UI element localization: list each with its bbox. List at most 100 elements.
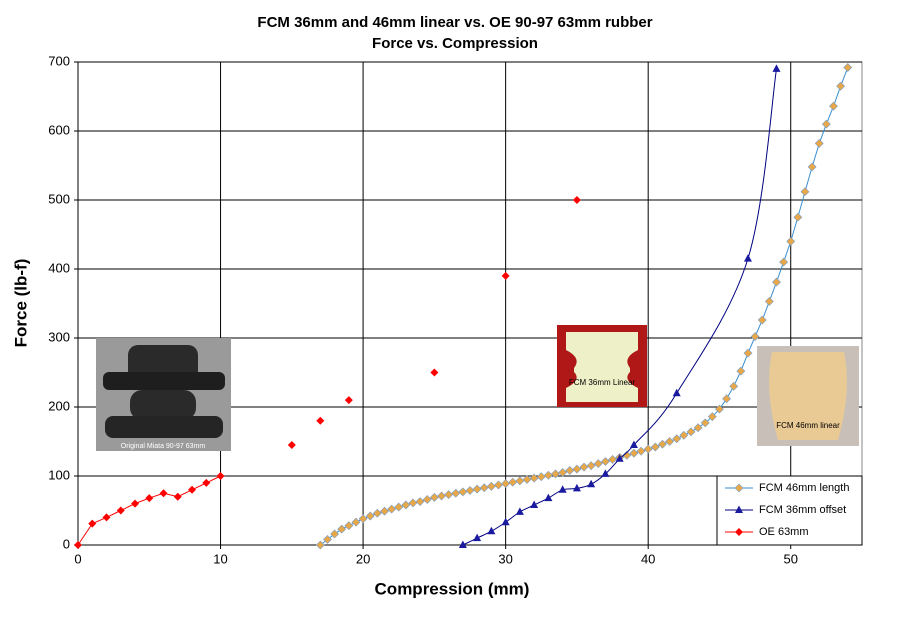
- marker: [565, 466, 575, 475]
- marker: [501, 517, 510, 526]
- marker: [401, 500, 411, 510]
- marker: [665, 437, 674, 446]
- y-tick-label: 0: [63, 536, 70, 551]
- marker: [529, 473, 539, 483]
- legend-label: FCM 46mm length: [759, 482, 849, 494]
- marker: [793, 212, 803, 222]
- photo-label: Original Miata 90-97 63mm: [121, 443, 206, 450]
- legend-label: FCM 36mm offset: [759, 504, 846, 516]
- y-tick-label: 100: [48, 467, 70, 482]
- x-tick-label: 10: [213, 551, 227, 566]
- photo-oe: Original Miata 90-97 63mm: [96, 338, 231, 451]
- marker: [315, 540, 325, 550]
- marker: [522, 475, 532, 484]
- marker: [372, 508, 382, 518]
- marker: [365, 511, 375, 521]
- photo-shape: [103, 372, 225, 390]
- photo-shape: [769, 352, 847, 440]
- marker: [722, 394, 732, 404]
- marker: [316, 416, 325, 425]
- marker: [807, 162, 817, 172]
- marker: [672, 434, 682, 444]
- y-tick-label: 500: [48, 191, 70, 206]
- marker: [358, 514, 368, 524]
- marker: [772, 277, 781, 287]
- marker: [287, 440, 296, 449]
- marker: [473, 533, 482, 542]
- marker: [636, 446, 646, 456]
- marker: [707, 412, 717, 422]
- marker: [608, 455, 617, 464]
- legend-marker: [735, 528, 743, 536]
- marker: [159, 489, 168, 498]
- marker: [437, 491, 446, 501]
- marker: [579, 462, 589, 472]
- marker: [131, 499, 140, 508]
- marker: [736, 366, 746, 376]
- marker: [408, 498, 418, 508]
- marker: [601, 469, 610, 477]
- y-tick-label: 600: [48, 122, 70, 137]
- y-tick-label: 400: [48, 260, 70, 275]
- marker: [387, 504, 397, 514]
- marker: [572, 464, 582, 474]
- marker: [800, 187, 810, 197]
- marker: [544, 493, 553, 502]
- x-tick-label: 40: [641, 551, 655, 566]
- marker: [337, 524, 347, 534]
- plot-area: [77, 61, 863, 546]
- marker: [814, 138, 824, 148]
- marker: [202, 478, 211, 487]
- x-tick-label: 0: [74, 551, 81, 566]
- marker: [587, 479, 596, 488]
- marker: [344, 396, 353, 405]
- marker: [543, 470, 553, 480]
- marker: [779, 257, 789, 267]
- legend: FCM 46mm length FCM 36mm offset OE 63mm: [716, 475, 863, 546]
- marker: [558, 468, 568, 477]
- marker: [829, 101, 838, 111]
- marker: [679, 430, 689, 440]
- marker: [843, 63, 853, 72]
- marker: [586, 461, 596, 471]
- marker: [786, 236, 796, 246]
- marker: [394, 502, 404, 512]
- x-tick-label: 30: [498, 551, 512, 566]
- marker: [323, 535, 332, 544]
- marker: [458, 487, 468, 497]
- marker: [836, 81, 846, 91]
- x-axis-title: Compression (mm): [375, 579, 530, 598]
- photo-36: FCM 36mm Linear: [557, 325, 647, 407]
- marker: [188, 485, 197, 494]
- marker: [344, 521, 354, 531]
- marker: [173, 492, 182, 501]
- marker: [530, 500, 539, 508]
- marker: [629, 448, 639, 458]
- chart-title: FCM 36mm and 46mm linear vs. OE 90-97 63…: [257, 14, 652, 31]
- chart-subtitle: Force vs. Compression: [372, 35, 538, 52]
- photo-label: FCM 36mm Linear: [569, 378, 636, 387]
- marker: [88, 519, 97, 528]
- marker: [74, 541, 82, 549]
- marker: [451, 488, 461, 498]
- marker: [693, 423, 703, 433]
- marker: [472, 484, 482, 494]
- photos: Original Miata 90-97 63mm FCM 36mm Linea…: [96, 325, 859, 451]
- marker: [757, 315, 767, 325]
- marker: [330, 529, 340, 539]
- marker: [715, 404, 724, 414]
- photo-shape: [105, 416, 223, 438]
- marker: [764, 297, 774, 306]
- marker: [458, 540, 467, 548]
- marker: [429, 492, 439, 502]
- marker: [551, 469, 560, 479]
- photo-shape: [130, 390, 196, 420]
- marker: [593, 459, 603, 469]
- y-tick-label: 200: [48, 398, 70, 413]
- marker: [216, 472, 225, 480]
- marker: [629, 440, 638, 448]
- marker: [650, 442, 660, 452]
- marker: [486, 481, 496, 491]
- marker: [415, 497, 425, 506]
